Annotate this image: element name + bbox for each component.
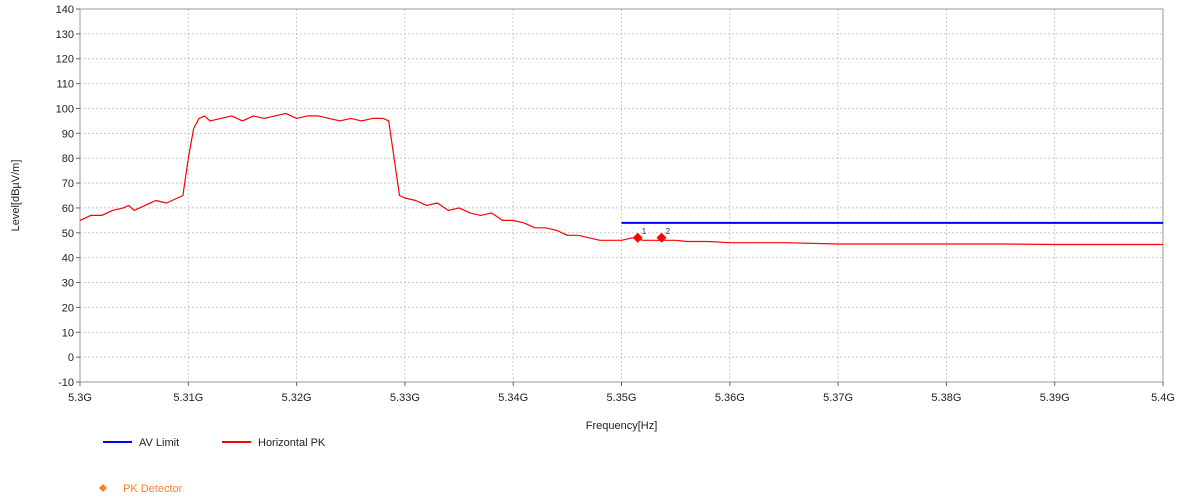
y-axis-title: Level[dBµV/m] xyxy=(10,160,22,232)
y-tick-label: 130 xyxy=(56,29,74,41)
y-tick-label: 80 xyxy=(62,153,74,165)
marker-label: 1 xyxy=(642,227,647,236)
legend-label-horizontal-pk: Horizontal PK xyxy=(258,437,326,449)
marker-point xyxy=(632,232,643,243)
x-axis-title: Frequency[Hz] xyxy=(586,420,658,432)
y-tick-label: 0 xyxy=(68,352,74,364)
x-tick-label: 5.32G xyxy=(282,392,312,404)
y-tick-labels: -10 0 10 20 30 40 50 60 70 80 90 100 110 120 130 140 xyxy=(56,4,80,389)
y-tick-label: 30 xyxy=(62,278,74,290)
marker-point xyxy=(656,232,667,243)
x-tick-label: 5.39G xyxy=(1040,392,1070,404)
x-tick-labels: 5.3G 5.31G 5.32G 5.33G 5.34G 5.35G 5.36G 5.37G 5… xyxy=(68,382,1175,404)
x-tick-label: 5.3G xyxy=(68,392,92,404)
y-tick-label: 100 xyxy=(56,103,74,115)
y-tick-label: 120 xyxy=(56,54,74,66)
x-tick-label: 5.36G xyxy=(715,392,745,404)
series-line-horizontal-pk xyxy=(79,112,1163,246)
y-tick-label: 90 xyxy=(62,128,74,140)
y-tick-label: 40 xyxy=(62,253,74,265)
y-tick-label: 60 xyxy=(62,203,74,215)
x-tick-label: 5.34G xyxy=(498,392,528,404)
marker-label: 2 xyxy=(666,227,671,236)
x-tick-label: 5.31G xyxy=(173,392,203,404)
x-tick-label: 5.37G xyxy=(823,392,853,404)
grid-lines xyxy=(79,8,1164,383)
legend-label-pk-detector: PK Detector xyxy=(123,483,183,495)
y-tick-label: 10 xyxy=(62,327,74,339)
x-tick-label: 5.35G xyxy=(607,392,637,404)
y-tick-label: -10 xyxy=(58,377,74,389)
y-tick-label: 50 xyxy=(62,228,74,240)
legend-swatch-pk-detector xyxy=(99,484,107,492)
x-tick-label: 5.4G xyxy=(1151,392,1175,404)
series-layer xyxy=(79,112,1163,246)
y-tick-label: 140 xyxy=(56,4,74,16)
x-tick-label: 5.33G xyxy=(390,392,420,404)
y-tick-label: 70 xyxy=(62,178,74,190)
y-tick-label: 20 xyxy=(62,302,74,314)
legend: AV Limit Horizontal PK PK Detector xyxy=(99,437,326,495)
legend-label-av-limit: AV Limit xyxy=(139,437,179,449)
y-tick-label: 110 xyxy=(56,79,74,91)
x-tick-label: 5.38G xyxy=(931,392,961,404)
